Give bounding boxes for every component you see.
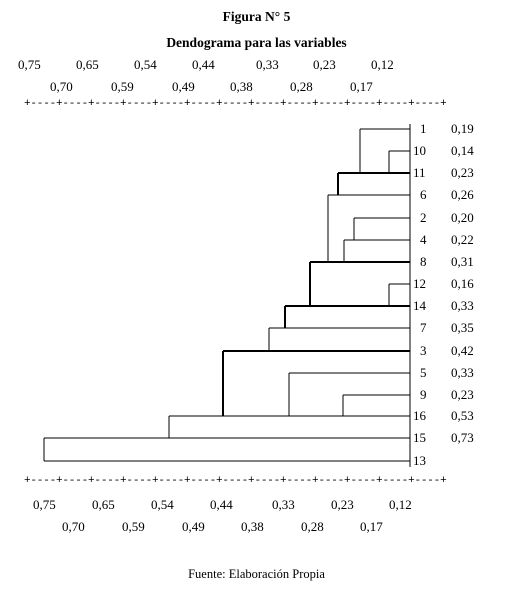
leaf-value: 0,73: [451, 430, 474, 445]
leaf-label: 4: [420, 232, 427, 247]
leaf-label: 7: [420, 320, 427, 335]
figure-source: Fuente: Elaboración Propia: [188, 567, 325, 581]
figure-title: Figura N° 5: [222, 9, 291, 24]
leaf-label: 13: [413, 453, 426, 468]
leaf-label: 1: [420, 121, 427, 136]
top-scale-label: 0,44: [192, 57, 215, 72]
leaf-label: 2: [420, 210, 427, 225]
leaf-label: 9: [420, 387, 427, 402]
top-scale-label: 0,17: [350, 79, 373, 94]
leaf-value: 0,20: [451, 210, 474, 225]
top-scale-label: 0,65: [76, 57, 99, 72]
bottom-scale-label: 0,28: [301, 519, 324, 534]
top-ruler: +----+----+----+----+----+----+----+----…: [24, 98, 447, 110]
leaf-value: 0,19: [451, 121, 474, 136]
leaf-value: 0,35: [451, 320, 474, 335]
top-scale-label: 0,23: [313, 57, 336, 72]
leaf-value: 0,26: [451, 187, 474, 202]
leaf-value: 0,33: [451, 298, 474, 313]
leaf-label: 11: [413, 165, 426, 180]
leaf-value: 0,23: [451, 165, 474, 180]
leaf-label: 14: [413, 298, 426, 313]
top-scale-label: 0,59: [111, 79, 134, 94]
top-scale-label: 0,28: [290, 79, 313, 94]
top-scale-label: 0,12: [371, 57, 394, 72]
leaf-value: 0,53: [451, 408, 474, 423]
top-scale-label: 0,54: [134, 57, 157, 72]
bottom-scale-label: 0,59: [122, 519, 145, 534]
bottom-scale-label: 0,38: [241, 519, 264, 534]
top-scale-label: 0,70: [50, 79, 73, 94]
figure-subtitle: Dendograma para las variables: [166, 35, 347, 50]
bottom-scale-label: 0,17: [360, 519, 383, 534]
leaf-label: 3: [420, 343, 427, 358]
leaf-value: 0,16: [451, 276, 474, 291]
bottom-scale-label: 0,65: [92, 497, 115, 512]
leaf-value: 0,23: [451, 387, 474, 402]
leaf-label: 12: [413, 276, 426, 291]
bottom-scale-label: 0,75: [33, 497, 56, 512]
leaf-value: 0,31: [451, 254, 474, 269]
leaf-label: 16: [413, 408, 426, 423]
top-scale-label: 0,33: [256, 57, 279, 72]
leaf-value: 0,14: [451, 143, 474, 158]
top-scale-label: 0,75: [18, 57, 41, 72]
bottom-scale-label: 0,44: [210, 497, 233, 512]
bottom-scale-label: 0,12: [389, 497, 412, 512]
top-scale-label: 0,38: [230, 79, 253, 94]
bottom-scale-label: 0,54: [151, 497, 174, 512]
leaf-label: 10: [413, 143, 426, 158]
bottom-scale-label: 0,70: [62, 519, 85, 534]
bottom-ruler: +----+----+----+----+----+----+----+----…: [24, 475, 447, 487]
leaf-label: 6: [420, 187, 427, 202]
top-scale-label: 0,49: [172, 79, 195, 94]
bottom-scale-label: 0,49: [182, 519, 205, 534]
bottom-scale-label: 0,33: [272, 497, 295, 512]
leaf-label: 15: [413, 430, 426, 445]
leaf-value: 0,42: [451, 343, 474, 358]
leaf-label: 5: [420, 365, 427, 380]
leaf-value: 0,22: [451, 232, 474, 247]
bottom-scale-label: 0,23: [331, 497, 354, 512]
leaf-label: 8: [420, 254, 427, 269]
leaf-value: 0,33: [451, 365, 474, 380]
